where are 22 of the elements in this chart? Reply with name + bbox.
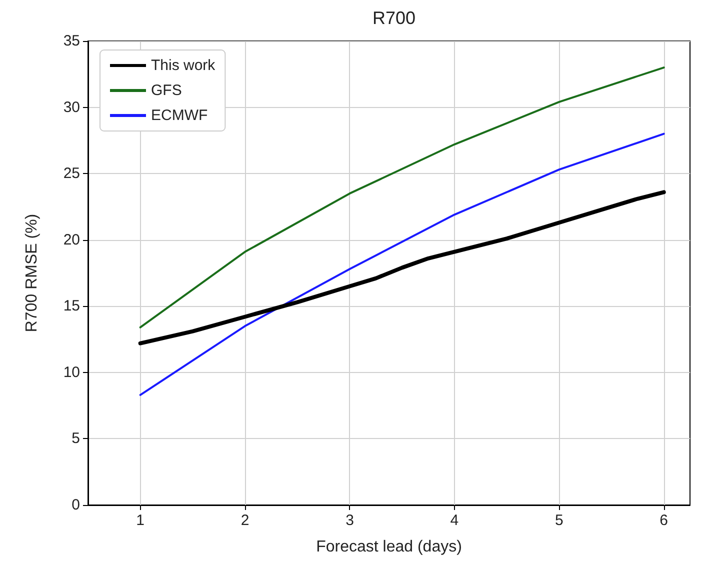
y-tick-label: 5 bbox=[72, 430, 80, 448]
y-tick-label: 20 bbox=[63, 231, 80, 248]
x-tick-label: 2 bbox=[240, 512, 250, 529]
x-tick-label: 4 bbox=[450, 512, 459, 529]
x-tick-label: 5 bbox=[554, 512, 564, 529]
y-tick-label: 10 bbox=[63, 364, 80, 381]
y-tick-label: 0 bbox=[72, 496, 80, 514]
line-series bbox=[139, 132, 665, 396]
legend-label: ECMWF bbox=[151, 107, 208, 124]
line-series bbox=[138, 190, 666, 346]
y-tick-label: 30 bbox=[63, 98, 80, 116]
x-axis-title: Forecast lead (days) bbox=[316, 538, 462, 556]
y-tick-label: 35 bbox=[63, 32, 80, 50]
legend-label: GFS bbox=[151, 82, 182, 99]
y-tick-label: 25 bbox=[63, 165, 80, 182]
y-tick-label: 15 bbox=[63, 298, 80, 315]
legend-label: This work bbox=[151, 57, 216, 74]
y-axis-title: R700 RMSE (%) bbox=[24, 214, 40, 332]
x-tick-label: 3 bbox=[346, 512, 354, 529]
x-tick-label: 1 bbox=[136, 512, 145, 529]
chart-title: R700 bbox=[372, 8, 416, 28]
x-tick-label: 6 bbox=[660, 512, 668, 529]
